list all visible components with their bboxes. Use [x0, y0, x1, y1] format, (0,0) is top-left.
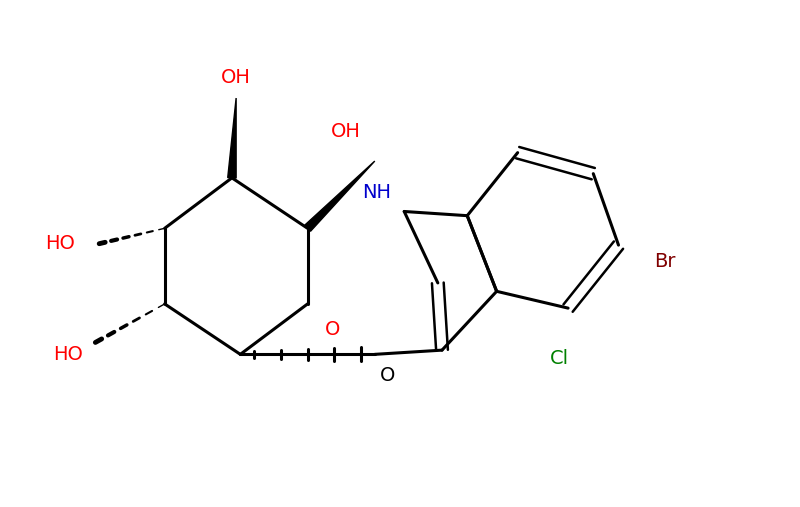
Text: O: O: [380, 366, 395, 385]
Text: OH: OH: [221, 67, 251, 87]
Text: HO: HO: [53, 345, 83, 364]
Text: OH: OH: [330, 122, 360, 141]
Polygon shape: [305, 161, 374, 231]
Text: Br: Br: [654, 252, 675, 271]
Text: O: O: [325, 319, 341, 339]
Polygon shape: [228, 98, 236, 178]
Text: NH: NH: [362, 184, 391, 202]
Text: Cl: Cl: [550, 349, 570, 368]
Text: HO: HO: [45, 234, 74, 253]
